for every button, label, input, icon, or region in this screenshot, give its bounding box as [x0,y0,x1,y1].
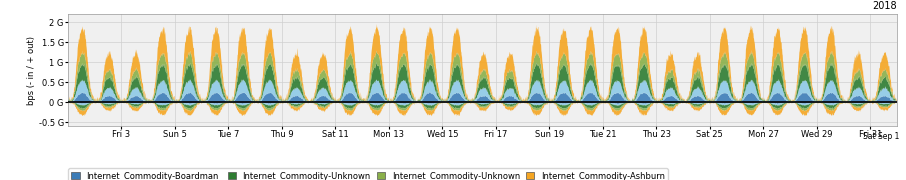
Text: 2018: 2018 [872,1,897,11]
Text: Sat Sep 1: Sat Sep 1 [863,132,900,141]
Legend: Internet_Commodity-Boardman, Internet_Commodity-Cambridge, Internet_Commodity-Un: Internet_Commodity-Boardman, Internet_Co… [68,168,668,180]
Y-axis label: bps (- in / + out): bps (- in / + out) [27,36,35,105]
